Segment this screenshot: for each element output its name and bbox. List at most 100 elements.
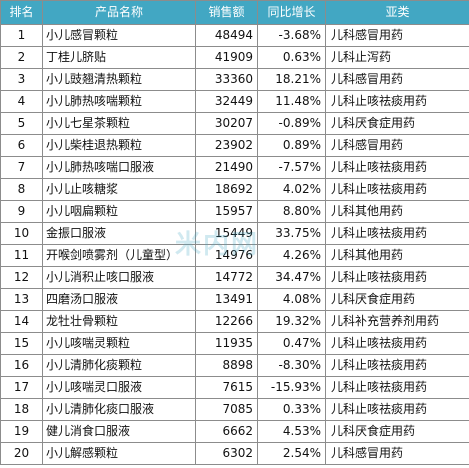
cell-rank: 14	[0, 310, 43, 333]
cell-rank: 1	[0, 24, 43, 47]
cell-rank: 13	[0, 288, 43, 311]
cell-category: 儿科止咳祛痰用药	[325, 398, 469, 421]
cell-product-name: 小儿肺热咳喘口服液	[42, 156, 196, 179]
cell-sales: 30207	[195, 112, 258, 135]
cell-sales: 6302	[195, 442, 258, 465]
cell-category: 儿科止咳祛痰用药	[325, 90, 469, 113]
cell-category: 儿科其他用药	[325, 244, 469, 267]
cell-growth: 4.53%	[257, 420, 326, 443]
cell-category: 儿科止咳祛痰用药	[325, 222, 469, 245]
cell-product-name: 龙牡壮骨颗粒	[42, 310, 196, 333]
header-product-name: 产品名称	[42, 0, 196, 25]
cell-rank: 20	[0, 442, 43, 465]
cell-sales: 21490	[195, 156, 258, 179]
cell-rank: 6	[0, 134, 43, 157]
cell-growth: 4.02%	[257, 178, 326, 201]
cell-sales: 14772	[195, 266, 258, 289]
table-row: 9 小儿咽扁颗粒 15957 8.80% 儿科其他用药	[0, 200, 469, 223]
table-body: 1 小儿感冒颗粒 48494 -3.68% 儿科感冒用药 2 丁桂儿脐贴 41909 0.63%…	[0, 24, 469, 465]
table-row: 1 小儿感冒颗粒 48494 -3.68% 儿科感冒用药	[0, 24, 469, 47]
cell-product-name: 小儿七星茶颗粒	[42, 112, 196, 135]
header-rank: 排名	[0, 0, 43, 25]
cell-rank: 2	[0, 46, 43, 69]
cell-growth: 0.63%	[257, 46, 326, 69]
cell-rank: 5	[0, 112, 43, 135]
table-row: 13 四磨汤口服液 13491 4.08% 儿科厌食症用药	[0, 288, 469, 311]
table-row: 3 小儿豉翘清热颗粒 33360 18.21% 儿科感冒用药	[0, 68, 469, 91]
cell-sales: 18692	[195, 178, 258, 201]
cell-sales: 7085	[195, 398, 258, 421]
cell-rank: 17	[0, 376, 43, 399]
cell-growth: 33.75%	[257, 222, 326, 245]
cell-rank: 12	[0, 266, 43, 289]
cell-category: 儿科止泻药	[325, 46, 469, 69]
table-row: 12 小儿消积止咳口服液 14772 34.47% 儿科止咳祛痰用药	[0, 266, 469, 289]
cell-growth: 4.08%	[257, 288, 326, 311]
cell-category: 儿科止咳祛痰用药	[325, 376, 469, 399]
cell-product-name: 小儿消积止咳口服液	[42, 266, 196, 289]
table-row: 8 小儿止咳糖浆 18692 4.02% 儿科止咳祛痰用药	[0, 178, 469, 201]
cell-category: 儿科厌食症用药	[325, 112, 469, 135]
cell-growth: 19.32%	[257, 310, 326, 333]
cell-product-name: 小儿咽扁颗粒	[42, 200, 196, 223]
cell-sales: 15449	[195, 222, 258, 245]
cell-sales: 13491	[195, 288, 258, 311]
table-row: 19 健儿消食口服液 6662 4.53% 儿科厌食症用药	[0, 420, 469, 443]
cell-product-name: 小儿解感颗粒	[42, 442, 196, 465]
cell-category: 儿科止咳祛痰用药	[325, 354, 469, 377]
table-row: 17 小儿咳喘灵口服液 7615 -15.93% 儿科止咳祛痰用药	[0, 376, 469, 399]
cell-product-name: 金振口服液	[42, 222, 196, 245]
cell-growth: 2.54%	[257, 442, 326, 465]
cell-category: 儿科感冒用药	[325, 68, 469, 91]
cell-growth: 0.33%	[257, 398, 326, 421]
cell-growth: -0.89%	[257, 112, 326, 135]
cell-product-name: 小儿止咳糖浆	[42, 178, 196, 201]
table-row: 11 开喉剑喷雾剂（儿童型） 14976 4.26% 儿科其他用药	[0, 244, 469, 267]
cell-growth: 11.48%	[257, 90, 326, 113]
cell-sales: 11935	[195, 332, 258, 355]
cell-growth: -15.93%	[257, 376, 326, 399]
cell-rank: 7	[0, 156, 43, 179]
cell-growth: 34.47%	[257, 266, 326, 289]
cell-product-name: 小儿咳喘灵颗粒	[42, 332, 196, 355]
cell-product-name: 开喉剑喷雾剂（儿童型）	[42, 244, 196, 267]
cell-sales: 48494	[195, 24, 258, 47]
cell-sales: 15957	[195, 200, 258, 223]
cell-sales: 14976	[195, 244, 258, 267]
cell-sales: 32449	[195, 90, 258, 113]
cell-sales: 23902	[195, 134, 258, 157]
table-row: 18 小儿清肺化痰口服液 7085 0.33% 儿科止咳祛痰用药	[0, 398, 469, 421]
header-category: 亚类	[325, 0, 469, 25]
cell-sales: 6662	[195, 420, 258, 443]
table-row: 4 小儿肺热咳喘颗粒 32449 11.48% 儿科止咳祛痰用药	[0, 90, 469, 113]
cell-product-name: 健儿消食口服液	[42, 420, 196, 443]
cell-rank: 4	[0, 90, 43, 113]
table-row: 15 小儿咳喘灵颗粒 11935 0.47% 儿科止咳祛痰用药	[0, 332, 469, 355]
cell-sales: 41909	[195, 46, 258, 69]
cell-product-name: 小儿咳喘灵口服液	[42, 376, 196, 399]
cell-rank: 10	[0, 222, 43, 245]
cell-product-name: 小儿肺热咳喘颗粒	[42, 90, 196, 113]
cell-sales: 12266	[195, 310, 258, 333]
cell-product-name: 小儿豉翘清热颗粒	[42, 68, 196, 91]
cell-growth: 18.21%	[257, 68, 326, 91]
cell-product-name: 小儿感冒颗粒	[42, 24, 196, 47]
cell-sales: 33360	[195, 68, 258, 91]
cell-category: 儿科其他用药	[325, 200, 469, 223]
cell-product-name: 丁桂儿脐贴	[42, 46, 196, 69]
cell-rank: 19	[0, 420, 43, 443]
table-row: 5 小儿七星茶颗粒 30207 -0.89% 儿科厌食症用药	[0, 112, 469, 135]
cell-category: 儿科厌食症用药	[325, 288, 469, 311]
cell-category: 儿科补充营养剂用药	[325, 310, 469, 333]
cell-sales: 8898	[195, 354, 258, 377]
cell-category: 儿科止咳祛痰用药	[325, 156, 469, 179]
table-row: 7 小儿肺热咳喘口服液 21490 -7.57% 儿科止咳祛痰用药	[0, 156, 469, 179]
cell-category: 儿科感冒用药	[325, 24, 469, 47]
cell-rank: 16	[0, 354, 43, 377]
cell-product-name: 小儿清肺化痰口服液	[42, 398, 196, 421]
cell-growth: -7.57%	[257, 156, 326, 179]
cell-rank: 15	[0, 332, 43, 355]
table-row: 10 金振口服液 15449 33.75% 儿科止咳祛痰用药	[0, 222, 469, 245]
cell-growth: 0.47%	[257, 332, 326, 355]
